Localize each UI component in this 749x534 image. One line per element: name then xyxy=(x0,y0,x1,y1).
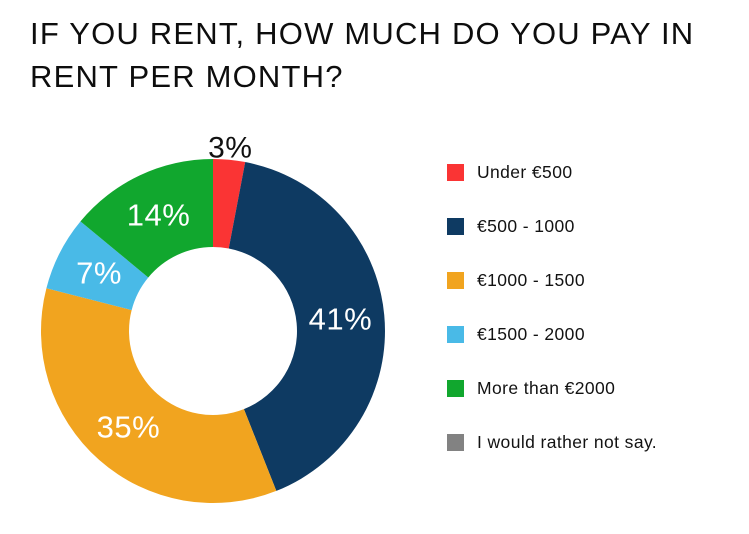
legend-item: More than €2000 xyxy=(447,378,657,399)
legend-swatch xyxy=(447,218,464,235)
legend-swatch xyxy=(447,272,464,289)
pie-slice xyxy=(40,288,277,504)
legend-label: I would rather not say. xyxy=(477,432,658,452)
legend-label: €1500 - 2000 xyxy=(477,324,585,344)
slice-value-label: 41% xyxy=(309,302,373,337)
legend-item: Under €500 xyxy=(447,162,657,183)
legend-item: €1500 - 2000 xyxy=(447,324,657,345)
legend-label: €1000 - 1500 xyxy=(477,270,585,290)
pie-slice xyxy=(46,221,149,311)
legend-swatch xyxy=(447,380,464,397)
pie-slice xyxy=(213,159,246,249)
slice-value-label: 35% xyxy=(97,410,161,445)
legend-label: More than €2000 xyxy=(477,378,616,398)
legend-swatch xyxy=(447,434,464,451)
pie-slice xyxy=(80,159,213,278)
legend-item: €1000 - 1500 xyxy=(447,270,657,291)
legend-swatch xyxy=(447,164,464,181)
legend-item: I would rather not say. xyxy=(447,432,657,453)
legend-swatch xyxy=(447,326,464,343)
legend-label: Under €500 xyxy=(477,162,573,182)
legend: Under €500 €500 - 1000 €1000 - 1500 €1500 -… xyxy=(447,162,657,453)
legend-item: €500 - 1000 xyxy=(447,216,657,237)
slice-value-label: 14% xyxy=(127,198,191,233)
donut-chart: 3% 41% 35% 7%14% xyxy=(40,131,385,504)
pie-slice xyxy=(228,162,385,491)
slice-value-label: 7% xyxy=(76,255,122,290)
legend-label: €500 - 1000 xyxy=(477,216,575,236)
slice-value-label: 3% xyxy=(208,131,252,164)
page-title: IF YOU RENT, HOW MUCH DO YOU PAY IN RENT… xyxy=(30,16,695,94)
